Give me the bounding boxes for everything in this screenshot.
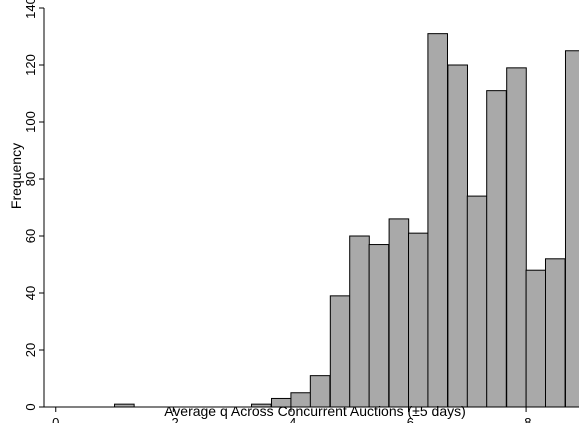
histogram-bar-10: [427, 33, 448, 408]
histogram-bar-13: [486, 90, 507, 408]
histogram-bar-7: [368, 244, 390, 408]
y-tick-label-20: 20: [23, 343, 38, 357]
y-tick-label-120: 120: [23, 54, 38, 76]
x-axis-title: Average q Across Concurrent Auctions (±5…: [164, 403, 466, 419]
y-tick-label-60: 60: [23, 229, 38, 243]
histogram-bar-12: [466, 195, 488, 408]
histogram-bar-6: [349, 235, 370, 408]
y-axis-title: Frequency: [8, 143, 24, 209]
histogram-bar-16: [544, 258, 566, 408]
histogram-bar-17: [564, 50, 579, 408]
x-tick-label-0: 0: [52, 415, 59, 423]
y-tick-label-100: 100: [23, 111, 38, 133]
bars-layer: [114, 33, 579, 408]
y-tick-label-80: 80: [23, 172, 38, 186]
y-tick-label-0: 0: [23, 403, 38, 410]
histogram-bar-5: [329, 295, 351, 408]
y-tick-label-40: 40: [23, 286, 38, 300]
histogram-bar-11: [447, 64, 468, 408]
y-tick-label-140: 140: [23, 0, 38, 19]
x-tick-label-.4: .4: [285, 415, 296, 423]
x-tick-label-.6: .6: [403, 415, 414, 423]
axes-layer: 0 20 40 60 80 100 120 140 0 .2 .4 .6 .8: [23, 0, 579, 428]
histogram-bar-15: [525, 269, 547, 408]
histogram-bar-14: [506, 67, 527, 408]
histogram-bar-9: [408, 232, 429, 408]
x-tick-label-.8: .8: [521, 415, 532, 423]
x-tick-label-.2: .2: [168, 415, 179, 423]
histogram-bar-8: [388, 218, 410, 408]
